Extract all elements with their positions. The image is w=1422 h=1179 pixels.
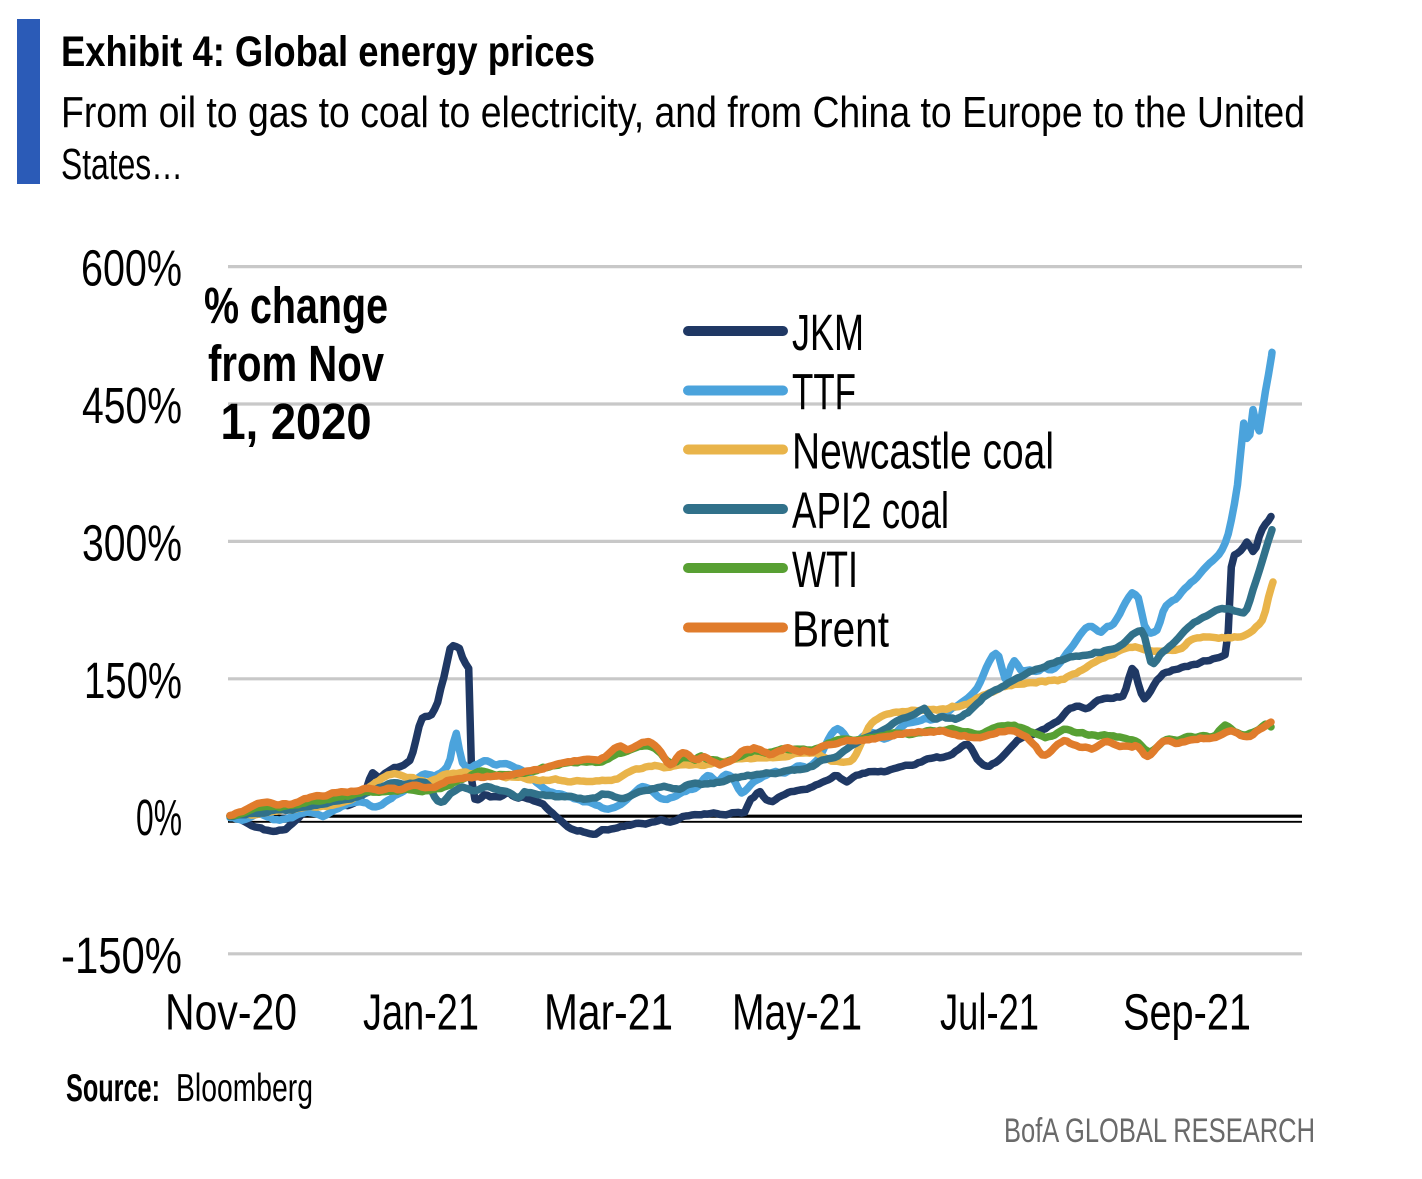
svg-text:API2 coal: API2 coal (792, 482, 949, 539)
svg-text:From oil to gas to coal to ele: From oil to gas to coal to electricity, … (61, 88, 1305, 137)
svg-text:States…: States… (61, 140, 183, 189)
svg-text:Sep-21: Sep-21 (1123, 984, 1251, 1041)
svg-text:0%: 0% (136, 789, 182, 846)
svg-text:Jul-21: Jul-21 (940, 984, 1039, 1041)
svg-text:JKM: JKM (792, 304, 864, 361)
svg-text:Mar-21: Mar-21 (544, 984, 673, 1041)
svg-text:WTI: WTI (792, 541, 858, 598)
svg-text:May-21: May-21 (732, 984, 862, 1041)
svg-text:Bloomberg: Bloomberg (176, 1067, 313, 1110)
svg-text:450%: 450% (82, 377, 182, 434)
svg-text:from Nov: from Nov (208, 335, 384, 392)
svg-text:Source:: Source: (66, 1067, 160, 1110)
svg-text:-150%: -150% (61, 927, 182, 984)
svg-text:Jan-21: Jan-21 (363, 984, 479, 1041)
svg-text:Newcastle coal: Newcastle coal (792, 423, 1054, 480)
svg-text:Exhibit 4: Global energy price: Exhibit 4: Global energy prices (61, 28, 595, 76)
svg-text:% change: % change (204, 277, 388, 334)
svg-text:600%: 600% (81, 240, 182, 297)
svg-text:1, 2020: 1, 2020 (221, 393, 372, 450)
svg-text:Brent: Brent (792, 601, 889, 658)
svg-text:300%: 300% (82, 514, 182, 571)
svg-text:BofA GLOBAL RESEARCH: BofA GLOBAL RESEARCH (1004, 1112, 1315, 1150)
svg-text:TTF: TTF (792, 364, 856, 421)
svg-text:150%: 150% (84, 652, 182, 709)
svg-text:Nov-20: Nov-20 (165, 984, 297, 1041)
